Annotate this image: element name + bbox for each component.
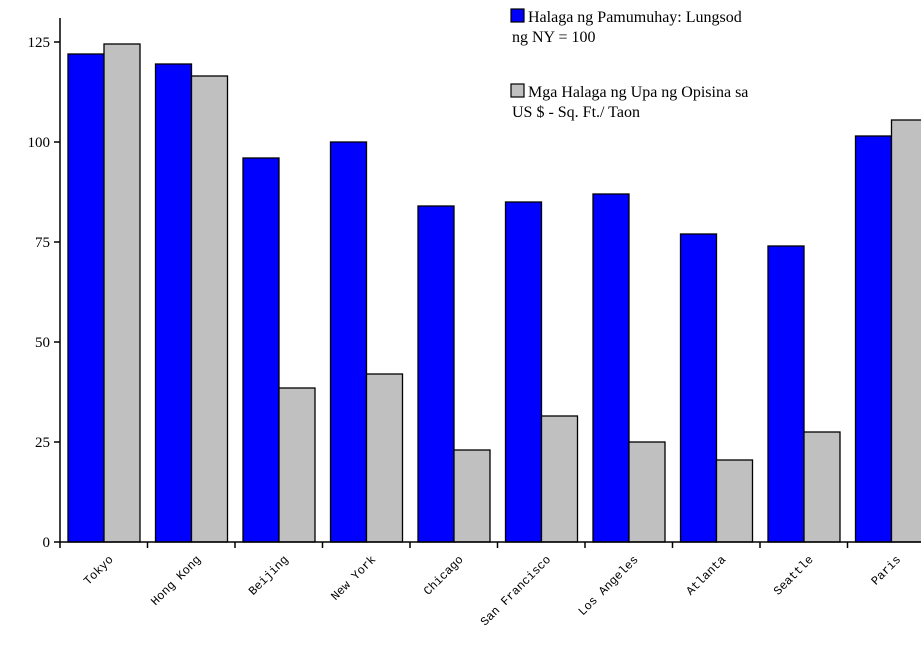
y-tick-label: 75 <box>35 235 50 251</box>
category-label-chicago: Chicago <box>421 553 467 599</box>
category-label-seattle: Seattle <box>771 553 817 599</box>
category-label-los-angeles: Los Angeles <box>576 553 642 619</box>
category-label-new-york: New York <box>328 553 379 604</box>
legend-swatch-cost-of-living <box>510 8 525 23</box>
bar-office-rent-atlanta <box>715 459 754 543</box>
bar-office-rent-seattle <box>803 431 841 543</box>
legend-swatch-office-rent <box>510 83 525 98</box>
bar-cost-of-living-beijing <box>242 157 280 543</box>
bar-office-rent-beijing <box>278 387 316 543</box>
bar-cost-of-living-los-angeles <box>592 193 630 543</box>
bar-office-rent-tokyo <box>103 43 141 543</box>
y-tick-label: 125 <box>28 35 51 51</box>
bar-cost-of-living-san-francisco <box>504 201 543 543</box>
category-label-tokyo: Tokyo <box>81 553 116 588</box>
y-tick-label: 0 <box>43 535 51 551</box>
bar-office-rent-new-york <box>365 373 404 543</box>
bar-cost-of-living-tokyo <box>67 53 105 543</box>
bar-cost-of-living-atlanta <box>679 233 718 543</box>
bar-office-rent-chicago <box>453 449 491 543</box>
category-labels-group: Tokyo Hong Kong Beijing New York Chicago San … <box>81 553 904 629</box>
y-tick-label: 100 <box>28 135 51 151</box>
bar-office-rent-paris <box>890 119 921 543</box>
bar-office-rent-los-angeles <box>628 441 666 543</box>
bars-group <box>67 43 921 543</box>
y-tick-label: 50 <box>35 335 50 351</box>
x-ticks-group <box>59 542 849 548</box>
category-label-san-francisco: San Francisco <box>478 553 554 629</box>
bar-cost-of-living-new-york <box>329 141 368 543</box>
bar-cost-of-living-paris <box>854 135 893 543</box>
legend-label-office-rent-line-2: US $ - Sq. Ft./ Taon <box>512 104 640 121</box>
legend: Halaga ng Pamumuhay: Lungsod ng NY = 100 M… <box>510 8 748 121</box>
bar-office-rent-hong-kong <box>190 75 229 543</box>
legend-label-office-rent-line-1: Mga Halaga ng Upa ng Opisina sa <box>528 84 748 101</box>
legend-label-cost-of-living-line-2: ng NY = 100 <box>512 29 596 46</box>
category-label-paris: Paris <box>869 553 904 588</box>
y-ticks-group: 0 25 50 75 100 125 <box>28 35 60 551</box>
y-tick-label: 25 <box>35 435 50 451</box>
bar-office-rent-san-francisco <box>540 415 579 543</box>
bar-cost-of-living-hong-kong <box>154 63 193 543</box>
category-label-beijing: Beijing <box>246 553 292 599</box>
axes-group <box>59 18 921 543</box>
legend-label-cost-of-living-line-1: Halaga ng Pamumuhay: Lungsod <box>528 9 742 26</box>
bar-cost-of-living-chicago <box>417 205 455 543</box>
category-label-atlanta: Atlanta <box>684 553 730 599</box>
bar-cost-of-living-seattle <box>767 245 805 543</box>
category-label-hong-kong: Hong Kong <box>148 553 204 609</box>
